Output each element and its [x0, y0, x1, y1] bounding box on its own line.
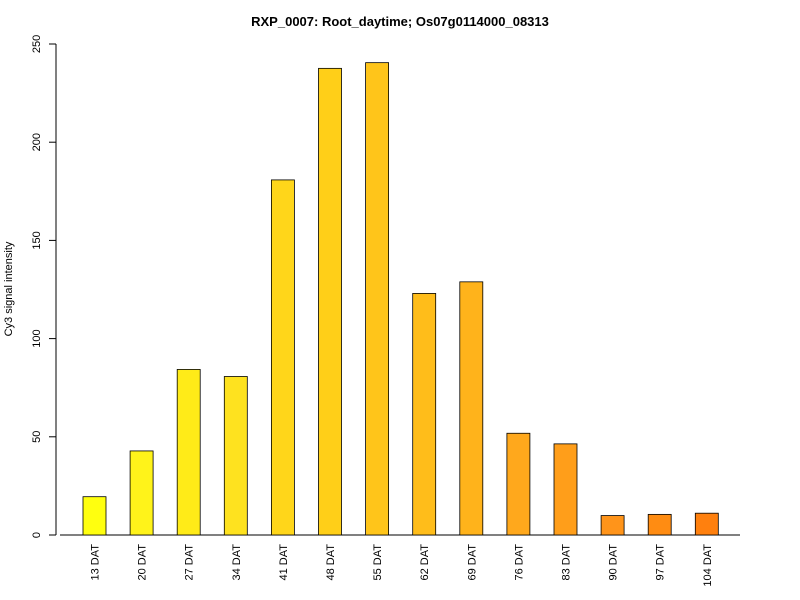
- x-tick-labels: 13 DAT 20 DAT 27 DAT 34 DAT 41 DAT 48 DAT 55 D…: [90, 544, 714, 587]
- bar-97-dat: [647, 513, 672, 536]
- bar-41-dat: [270, 179, 295, 536]
- bar-83-dat: [553, 443, 578, 536]
- x-tick-label: 34 DAT: [231, 544, 243, 581]
- y-tick-label: 0: [31, 532, 43, 538]
- bar-13-dat: [82, 496, 107, 536]
- bar-69-dat: [459, 281, 484, 536]
- bar-27-dat: [176, 369, 201, 536]
- x-tick-label: 76 DAT: [513, 544, 525, 581]
- x-tick-label: 97 DAT: [655, 544, 667, 581]
- x-tick-label: 90 DAT: [608, 544, 620, 581]
- x-tick-label: 55 DAT: [372, 544, 384, 581]
- chart-title: RXP_0007: Root_daytime; Os07g0114000_083…: [251, 14, 549, 29]
- x-tick-label: 20 DAT: [137, 544, 149, 581]
- bar-104-dat: [694, 512, 719, 536]
- x-tick-label: 27 DAT: [184, 544, 196, 581]
- bars: [82, 62, 719, 536]
- x-tick-label: 13 DAT: [90, 544, 102, 581]
- bar-20-dat: [129, 450, 154, 536]
- x-tick-label: 69 DAT: [466, 544, 478, 581]
- y-axis-label: Cy3 signal intensity: [3, 241, 15, 336]
- y-axis: 0 50 100 150 200 250: [31, 35, 57, 538]
- x-tick-label: 104 DAT: [702, 544, 714, 587]
- y-tick-label: 150: [31, 231, 43, 249]
- bar-76-dat: [506, 432, 531, 536]
- bar-55-dat: [365, 62, 390, 536]
- bar-48-dat: [318, 67, 342, 536]
- x-tick-label: 83 DAT: [561, 544, 573, 581]
- bar-62-dat: [412, 293, 437, 536]
- y-tick-label: 50: [31, 431, 43, 443]
- bar-90-dat: [600, 515, 625, 536]
- x-tick-label: 48 DAT: [325, 544, 337, 581]
- y-tick-label: 100: [31, 329, 43, 347]
- bar-34-dat: [223, 376, 248, 536]
- y-tick-label: 200: [31, 133, 43, 151]
- x-tick-label: 41 DAT: [278, 544, 290, 581]
- x-tick-label: 62 DAT: [419, 544, 431, 581]
- y-tick-label: 250: [31, 35, 43, 53]
